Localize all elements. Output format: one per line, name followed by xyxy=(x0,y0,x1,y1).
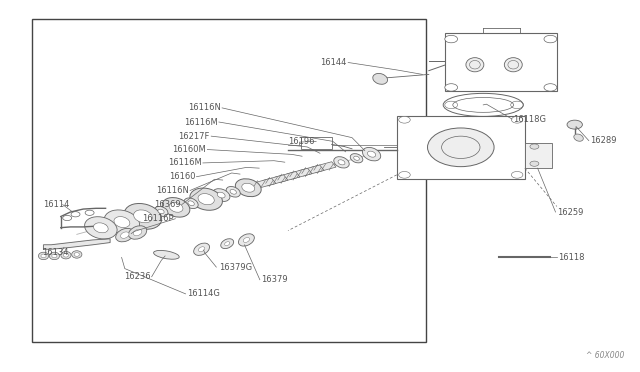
Text: 16289: 16289 xyxy=(590,136,616,145)
Ellipse shape xyxy=(242,183,255,192)
Text: 16217F: 16217F xyxy=(179,132,210,141)
Ellipse shape xyxy=(52,254,57,258)
Circle shape xyxy=(399,171,410,178)
Bar xyxy=(301,137,332,149)
Text: 16369: 16369 xyxy=(154,200,180,209)
Ellipse shape xyxy=(116,228,134,242)
Text: 16114: 16114 xyxy=(44,200,70,209)
Text: 16196: 16196 xyxy=(289,137,315,146)
Bar xyxy=(299,165,324,176)
Ellipse shape xyxy=(236,179,261,197)
Ellipse shape xyxy=(354,156,360,160)
Ellipse shape xyxy=(225,242,230,246)
Ellipse shape xyxy=(230,189,236,194)
Ellipse shape xyxy=(163,198,190,217)
Circle shape xyxy=(544,35,557,43)
Bar xyxy=(251,178,276,189)
Text: 16118: 16118 xyxy=(558,253,584,262)
Ellipse shape xyxy=(104,210,140,234)
Text: 16116N: 16116N xyxy=(188,103,221,112)
Ellipse shape xyxy=(133,229,142,236)
Ellipse shape xyxy=(217,192,225,198)
Ellipse shape xyxy=(158,209,164,214)
Text: ^ 60X000: ^ 60X000 xyxy=(586,351,624,360)
Text: 16114G: 16114G xyxy=(188,289,220,298)
Circle shape xyxy=(445,84,458,91)
Bar xyxy=(32,19,426,342)
Ellipse shape xyxy=(194,243,209,256)
Ellipse shape xyxy=(212,189,230,202)
Ellipse shape xyxy=(72,251,82,258)
Text: 16379: 16379 xyxy=(261,275,288,284)
Text: 16144: 16144 xyxy=(321,58,347,67)
Ellipse shape xyxy=(188,201,195,206)
Circle shape xyxy=(511,116,523,123)
Ellipse shape xyxy=(372,73,388,84)
Ellipse shape xyxy=(129,226,147,239)
Bar xyxy=(525,143,552,168)
Text: 16160M: 16160M xyxy=(172,145,206,154)
Ellipse shape xyxy=(120,232,129,238)
Ellipse shape xyxy=(93,223,108,233)
Ellipse shape xyxy=(154,206,168,217)
Ellipse shape xyxy=(574,134,583,141)
Bar xyxy=(287,168,312,179)
Ellipse shape xyxy=(114,217,130,228)
Ellipse shape xyxy=(134,210,152,223)
Ellipse shape xyxy=(334,157,349,168)
Bar xyxy=(397,116,525,179)
Text: 16134: 16134 xyxy=(42,248,68,257)
Bar xyxy=(263,175,288,186)
Circle shape xyxy=(399,116,410,123)
Ellipse shape xyxy=(38,252,49,260)
Ellipse shape xyxy=(63,253,68,257)
Ellipse shape xyxy=(198,193,214,205)
Circle shape xyxy=(428,128,494,167)
Text: 16116M: 16116M xyxy=(184,118,218,126)
Ellipse shape xyxy=(41,254,46,258)
Text: 16259: 16259 xyxy=(557,208,583,217)
Ellipse shape xyxy=(226,186,240,197)
Ellipse shape xyxy=(504,58,522,72)
Ellipse shape xyxy=(443,93,524,116)
Text: 16116M: 16116M xyxy=(168,158,202,167)
Circle shape xyxy=(511,171,523,178)
Circle shape xyxy=(530,161,539,166)
Circle shape xyxy=(530,144,539,149)
Text: 16118G: 16118G xyxy=(513,115,547,124)
Ellipse shape xyxy=(74,253,79,256)
Bar xyxy=(445,33,557,91)
Bar xyxy=(311,162,336,173)
Ellipse shape xyxy=(154,250,179,259)
Circle shape xyxy=(445,35,458,43)
Ellipse shape xyxy=(198,247,205,252)
Text: 16116N: 16116N xyxy=(156,186,189,195)
Ellipse shape xyxy=(84,217,117,239)
Circle shape xyxy=(544,84,557,91)
Ellipse shape xyxy=(466,58,484,72)
Ellipse shape xyxy=(239,234,254,246)
Circle shape xyxy=(567,120,582,129)
Text: 16236: 16236 xyxy=(124,272,150,281)
Ellipse shape xyxy=(124,203,162,229)
Text: 16379G: 16379G xyxy=(219,263,252,272)
Ellipse shape xyxy=(338,160,345,165)
Text: 16160: 16160 xyxy=(169,172,195,181)
Text: 16116P: 16116P xyxy=(143,214,174,223)
Polygon shape xyxy=(44,239,110,249)
Ellipse shape xyxy=(367,151,376,157)
Ellipse shape xyxy=(184,198,198,209)
Ellipse shape xyxy=(190,188,223,210)
Ellipse shape xyxy=(362,147,381,161)
Ellipse shape xyxy=(350,154,363,163)
Bar xyxy=(275,171,300,183)
Ellipse shape xyxy=(169,202,183,212)
Ellipse shape xyxy=(49,252,60,260)
Ellipse shape xyxy=(243,237,250,243)
Ellipse shape xyxy=(61,251,71,259)
Ellipse shape xyxy=(221,239,234,248)
